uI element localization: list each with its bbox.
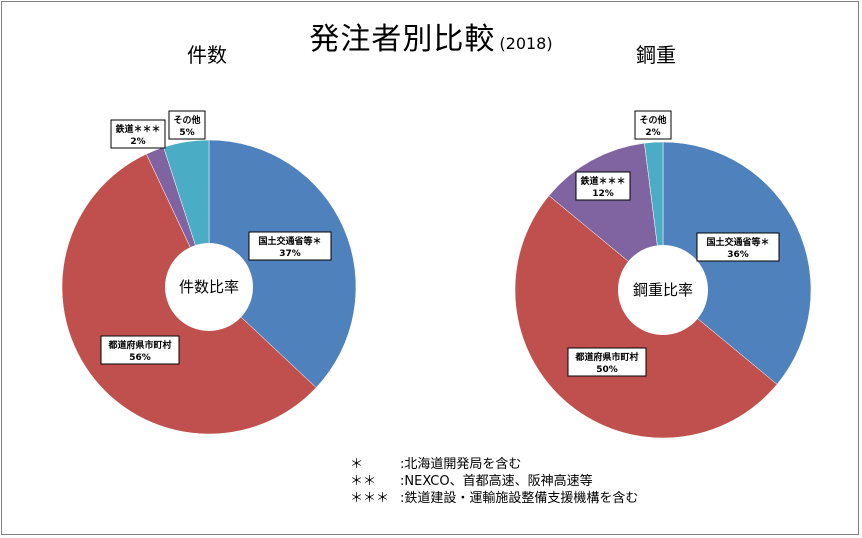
pie-2-center-label: 鋼重比率 bbox=[633, 281, 693, 299]
pie-2-title: 鋼重 bbox=[636, 43, 676, 67]
pie-2-slice-1 bbox=[662, 141, 812, 385]
pie-2-label-name-3: 鉄道＊＊＊ bbox=[580, 175, 625, 187]
pie-1-slice-1 bbox=[208, 139, 357, 388]
pie-1-title: 件数 bbox=[187, 43, 227, 67]
title-block: 発注者別比較 (2018) bbox=[0, 14, 862, 58]
footnote-3: ＊＊＊ :鉄道建設・運輸施設整備支援機構を含む bbox=[350, 490, 638, 507]
pie-1-label-value-3: 2% bbox=[130, 137, 145, 147]
footnote-3-text: :鉄道建設・運輸施設整備支援機構を含む bbox=[400, 491, 639, 506]
pie-2-label-name-2: 都道府県市町村 bbox=[574, 351, 638, 363]
footnote-2: ＊＊ :NEXCO、首都高速、阪神高速等 bbox=[350, 473, 638, 490]
footnote-1: ＊ :北海道開発局を含む bbox=[350, 456, 638, 473]
pie-2-label-box-3 bbox=[575, 171, 631, 201]
pie-1-label-value-4: 5% bbox=[179, 128, 194, 138]
footnote-3-mark: ＊＊＊ bbox=[350, 491, 390, 506]
footnote-2-text: :NEXCO、首都高速、阪神高速等 bbox=[400, 474, 593, 489]
pie-1-label-name-3: 鉄道＊＊＊ bbox=[115, 123, 160, 135]
pie-1-label-box-1 bbox=[248, 231, 332, 261]
chart-title: 発注者別比較 bbox=[309, 22, 496, 57]
pie-2-label-box-2 bbox=[567, 347, 647, 377]
pie-2-label-value-4: 2% bbox=[645, 128, 660, 138]
pie-1-label-box-3 bbox=[110, 119, 166, 149]
pie-2-label-value-2: 50% bbox=[596, 365, 618, 375]
pie-2-label-value-3: 12% bbox=[592, 189, 614, 199]
pie-2-label-name-1: 国土交通省等＊ bbox=[706, 236, 769, 248]
footnote-1-mark: ＊ bbox=[350, 457, 364, 472]
footnote-2-mark: ＊＊ bbox=[350, 474, 377, 489]
pie-2-label-box-4 bbox=[634, 110, 672, 140]
chart-title-year: (2018) bbox=[499, 34, 553, 53]
pie-1-label-name-2: 都道府県市町村 bbox=[107, 339, 171, 351]
footnote-1-text: :北海道開発局を含む bbox=[400, 457, 522, 472]
pie-2-hole bbox=[618, 245, 708, 335]
pie-1-label-value-1: 37% bbox=[279, 249, 301, 259]
pie-2-label-name-4: その他 bbox=[639, 114, 666, 126]
pie-1-hole bbox=[165, 243, 253, 331]
pie-1-label-box-4 bbox=[168, 110, 206, 140]
pie-2-label-box-1 bbox=[696, 232, 780, 262]
pie-1-label-name-4: その他 bbox=[173, 114, 200, 126]
pie-1-label-box-2 bbox=[100, 335, 180, 365]
footnotes: ＊ :北海道開発局を含む ＊＊ :NEXCO、首都高速、阪神高速等 ＊＊＊ :鉄道建設… bbox=[350, 456, 638, 507]
pie-1-label-name-1: 国土交通省等＊ bbox=[258, 235, 321, 247]
pie-1-center-label: 件数比率 bbox=[179, 278, 239, 296]
pie-2-label-value-1: 36% bbox=[727, 250, 749, 260]
pie-1-label-value-2: 56% bbox=[129, 353, 151, 363]
